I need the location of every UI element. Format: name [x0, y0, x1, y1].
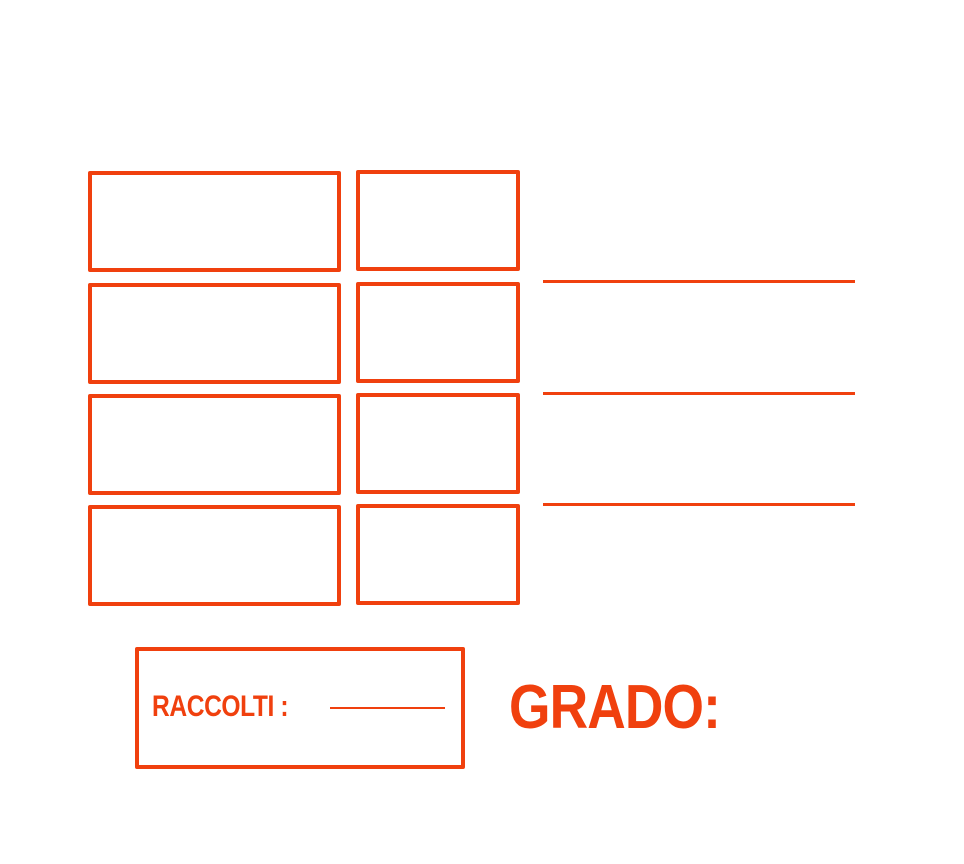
raccolti-label: RACCOLTI :: [152, 690, 289, 723]
grado-label: GRADO:: [509, 673, 721, 742]
left-box-4[interactable]: [88, 505, 341, 606]
write-line-1[interactable]: [543, 280, 855, 283]
left-box-3[interactable]: [88, 394, 341, 495]
left-box-1[interactable]: [88, 171, 341, 272]
left-box-2[interactable]: [88, 283, 341, 384]
write-line-2[interactable]: [543, 392, 855, 395]
right-box-4[interactable]: [356, 504, 520, 605]
write-line-3[interactable]: [543, 503, 855, 506]
right-box-3[interactable]: [356, 393, 520, 494]
raccolti-box: [135, 647, 465, 769]
right-box-2[interactable]: [356, 282, 520, 383]
right-box-1[interactable]: [356, 170, 520, 271]
raccolti-write-line[interactable]: [330, 707, 445, 709]
